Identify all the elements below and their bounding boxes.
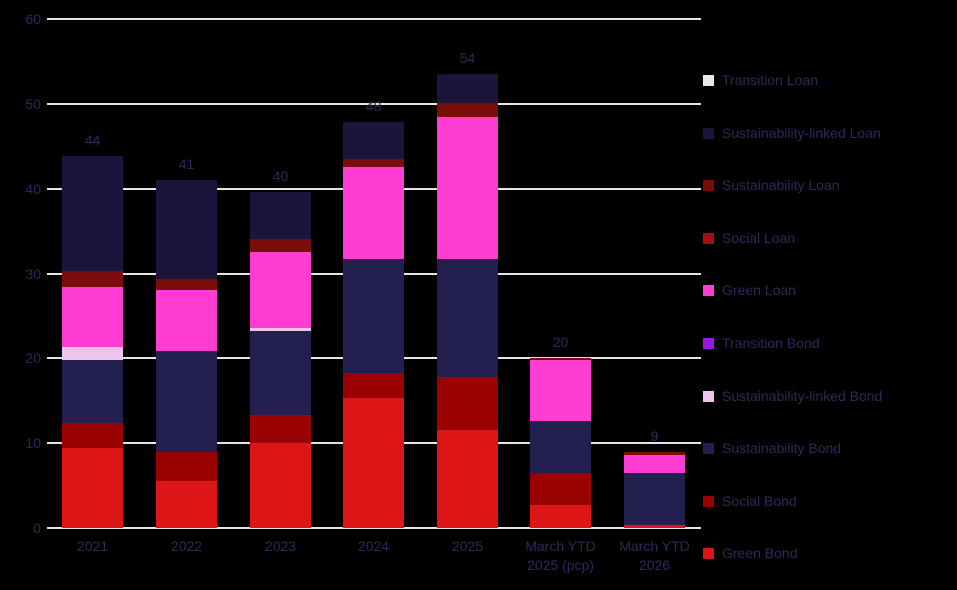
- bar-segment-green-loan-2022: [156, 290, 217, 351]
- bar-segment-green-bond-2022: [156, 481, 217, 528]
- bar-segment-green-bond-2023: [250, 443, 311, 528]
- legend-item-social-loan: Social Loan: [703, 228, 795, 248]
- bar-total-label-3: 48: [365, 98, 382, 114]
- bar-segment-sustainability-linked-loan-2021: [62, 156, 123, 271]
- x-axis-label-2: 2023: [264, 538, 297, 554]
- bar-segment-social-bond-2025: [437, 377, 498, 430]
- bar-total-label-0: 44: [84, 132, 101, 148]
- legend-label-sustainability-linked-loan: Sustainability-linked Loan: [722, 125, 881, 141]
- bar-segment-green-loan-march-ytd-2026: [624, 455, 685, 473]
- bar-segment-sustainability-linked-bond-2023: [250, 328, 311, 331]
- bar-segment-green-loan-2021: [62, 287, 123, 347]
- gridline-60: [47, 18, 701, 20]
- legend-label-transition-loan: Transition Loan: [722, 72, 818, 88]
- legend-item-green-loan: Green Loan: [703, 280, 796, 300]
- bar-segment-green-bond-march-ytd-2025-pcp-: [530, 505, 591, 528]
- bar-segment-sustainability-bond-2025: [437, 259, 498, 377]
- legend-label-transition-bond: Transition Bond: [722, 335, 820, 351]
- bar-segment-social-bond-2024: [343, 373, 404, 398]
- legend-item-social-bond: Social Bond: [703, 491, 797, 511]
- x-axis-label-0: 2021: [76, 538, 109, 554]
- bar-segment-green-bond-2021: [62, 448, 123, 528]
- bar-segment-social-bond-march-ytd-2025-pcp-: [530, 473, 591, 505]
- legend-item-sustainability-loan: Sustainability Loan: [703, 175, 840, 195]
- bar-segment-green-loan-2024: [343, 167, 404, 259]
- bar-segment-green-loan-2025: [437, 117, 498, 259]
- bar-segment-sustainability-loan-2024: [343, 159, 404, 167]
- bar-segment-social-bond-2023: [250, 415, 311, 443]
- x-axis-label-1: 2022: [170, 538, 203, 554]
- legend-swatch-sustainability-linked-bond: [703, 390, 714, 402]
- gridline-50: [47, 103, 701, 105]
- x-axis-label-6: March YTD 2026: [619, 538, 690, 573]
- bar-segment-social-bond-2021: [62, 423, 123, 448]
- bar-total-label-6: 9: [650, 428, 659, 444]
- bar-segment-sustainability-loan-2025: [437, 103, 498, 117]
- bar-segment-sustainability-loan-march-ytd-2026: [624, 452, 685, 455]
- x-axis-label-5: March YTD 2025 (pcp): [525, 538, 596, 573]
- legend-swatch-sustainability-linked-loan: [703, 127, 714, 139]
- bar-segment-sustainability-loan-2021: [62, 271, 123, 287]
- bar-segment-sustainability-bond-march-ytd-2026: [624, 473, 685, 525]
- bar-segment-sustainability-bond-2021: [62, 360, 123, 423]
- y-axis-label-40: 40: [25, 181, 41, 197]
- bar-segment-social-bond-2022: [156, 452, 217, 481]
- legend-item-sustainability-linked-bond: Sustainability-linked Bond: [703, 386, 882, 406]
- legend-item-transition-bond: Transition Bond: [703, 333, 820, 353]
- legend-swatch-sustainability-bond: [703, 442, 714, 454]
- y-axis-label-60: 60: [25, 11, 41, 27]
- legend-swatch-green-loan: [703, 284, 714, 296]
- x-axis-label-4: 2025: [451, 538, 484, 554]
- bar-segment-green-bond-march-ytd-2026: [624, 525, 685, 528]
- bar-total-label-2: 40: [272, 168, 289, 184]
- legend-item-green-bond: Green Bond: [703, 543, 798, 563]
- bar-segment-sustainability-linked-loan-2025: [437, 74, 498, 103]
- legend-label-sustainability-linked-bond: Sustainability-linked Bond: [722, 388, 883, 404]
- bar-segment-green-bond-2025: [437, 430, 498, 528]
- bar-total-label-4: 54: [459, 50, 476, 66]
- bar-segment-green-bond-2024: [343, 398, 404, 528]
- bar-segment-sustainability-loan-march-ytd-2025-pcp-: [530, 358, 591, 360]
- legend-item-sustainability-linked-loan: Sustainability-linked Loan: [703, 123, 881, 143]
- legend-swatch-social-bond: [703, 495, 714, 507]
- bar-total-label-5: 20: [552, 334, 569, 350]
- legend-label-social-loan: Social Loan: [722, 230, 796, 246]
- bar-segment-sustainability-linked-loan-2022: [156, 180, 217, 279]
- legend-swatch-transition-bond: [703, 337, 714, 349]
- legend-label-green-bond: Green Bond: [722, 545, 798, 561]
- bar-total-label-1: 41: [178, 156, 195, 172]
- y-axis-label-30: 30: [25, 266, 41, 282]
- bar-segment-sustainability-loan-2022: [156, 279, 217, 290]
- legend-label-sustainability-bond: Sustainability Bond: [722, 440, 842, 456]
- y-axis-label-20: 20: [25, 350, 41, 366]
- gridline-0: [47, 527, 701, 529]
- legend-swatch-sustainability-loan: [703, 179, 714, 191]
- legend-item-sustainability-bond: Sustainability Bond: [703, 438, 841, 458]
- legend: Transition Loan Sustainability-linked Loa…: [703, 0, 957, 590]
- x-axis-label-3: 2024: [357, 538, 390, 554]
- bar-segment-sustainability-loan-2023: [250, 239, 311, 252]
- bar-segment-sustainability-linked-bond-2021: [62, 347, 123, 360]
- y-axis-label-0: 0: [33, 520, 41, 536]
- bar-segment-sustainability-linked-loan-2024: [343, 122, 404, 159]
- bar-segment-sustainability-linked-loan-2023: [250, 192, 311, 239]
- bar-segment-green-loan-2023: [250, 252, 311, 328]
- legend-swatch-social-loan: [703, 232, 714, 244]
- legend-label-social-bond: Social Bond: [722, 493, 797, 509]
- legend-swatch-green-bond: [703, 547, 714, 559]
- legend-swatch-transition-loan: [703, 74, 714, 86]
- y-axis-label-10: 10: [25, 435, 41, 451]
- bar-segment-green-loan-march-ytd-2025-pcp-: [530, 360, 591, 421]
- bar-segment-sustainability-bond-2022: [156, 351, 217, 452]
- y-axis-label-50: 50: [25, 96, 41, 112]
- bar-segment-sustainability-bond-2024: [343, 259, 404, 373]
- legend-item-transition-loan: Transition Loan: [703, 70, 818, 90]
- legend-label-sustainability-loan: Sustainability Loan: [722, 177, 840, 193]
- bar-segment-sustainability-bond-march-ytd-2025-pcp-: [530, 421, 591, 473]
- legend-label-green-loan: Green Loan: [722, 282, 796, 298]
- bar-segment-sustainability-bond-2023: [250, 331, 311, 415]
